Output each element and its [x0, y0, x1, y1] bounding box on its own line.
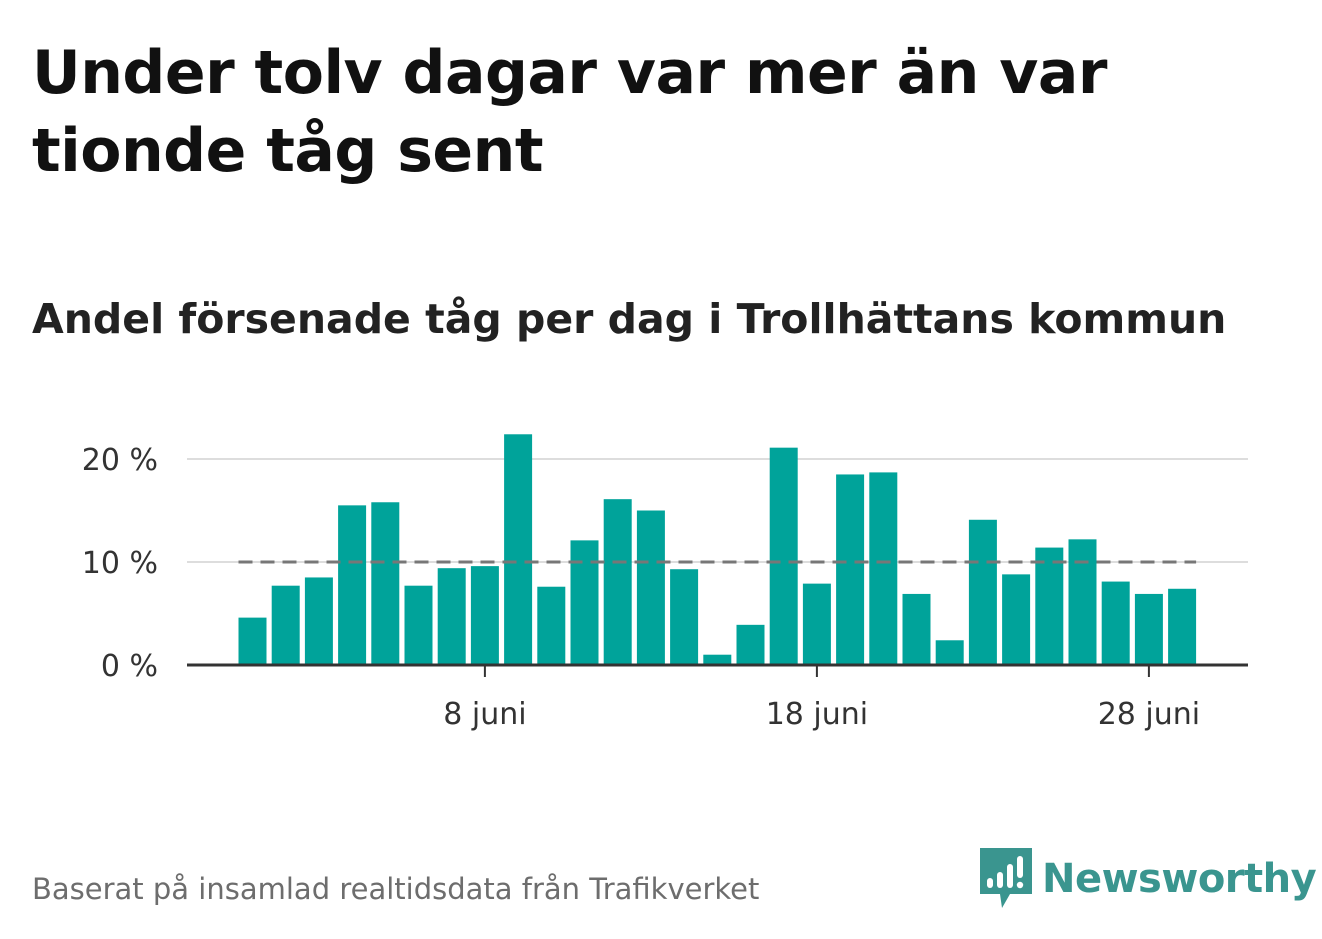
brand-logo: Newsworthy [980, 848, 1317, 910]
bar [802, 583, 831, 665]
newsworthy-logo-icon [980, 848, 1032, 908]
bar [1168, 588, 1197, 665]
bar [271, 585, 300, 665]
bar [371, 502, 400, 665]
bar [769, 447, 798, 665]
bar [570, 540, 599, 665]
y-tick-label: 10 % [82, 546, 158, 581]
bar [537, 586, 566, 665]
y-tick-labels: 0 % 10 % 20 % [82, 443, 158, 684]
bar [404, 585, 433, 665]
bar [836, 474, 865, 665]
x-tick-label: 18 juni [766, 697, 868, 732]
bar [603, 499, 632, 665]
x-tick-label: 28 juni [1098, 697, 1200, 732]
bar [869, 472, 898, 665]
x-ticks: 8 juni 18 juni 28 juni [443, 665, 1200, 732]
bar [470, 566, 499, 665]
bar [437, 568, 466, 665]
bar [1068, 539, 1097, 665]
bar [504, 434, 533, 665]
y-tick-label: 20 % [82, 443, 158, 478]
bar [736, 624, 765, 665]
bar [1035, 547, 1064, 665]
bar [1002, 574, 1031, 665]
x-tick-label: 8 juni [443, 697, 526, 732]
bar [935, 640, 964, 665]
source-note: Baserat på insamlad realtidsdata från Tr… [32, 872, 760, 906]
bar [902, 593, 931, 665]
chart-title: Under tolv dagar var mer än var tionde t… [32, 38, 1107, 186]
bar [1134, 593, 1163, 665]
bar [636, 510, 665, 665]
bar-chart: 0 % 10 % 20 % 8 juni 18 juni 28 juni [82, 434, 1248, 732]
chart-subtitle: Andel försenade tåg per dag i Trollhätta… [32, 295, 1227, 343]
bar [1101, 581, 1130, 665]
brand-name: Newsworthy [1042, 856, 1317, 902]
bars [238, 434, 1197, 665]
bar [338, 505, 367, 665]
bar [238, 617, 267, 665]
bar [968, 519, 997, 665]
bar [703, 654, 732, 665]
y-tick-label: 0 % [101, 649, 158, 684]
bar [304, 577, 333, 665]
bar [670, 569, 699, 665]
